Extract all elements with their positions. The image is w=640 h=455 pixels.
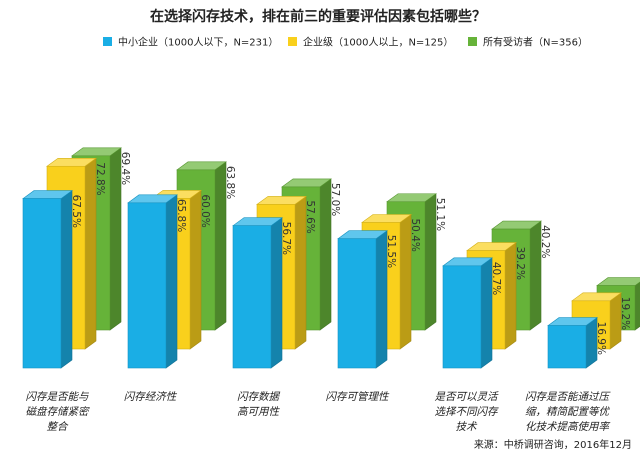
bar-top bbox=[596, 277, 640, 286]
value-label: 51.1% bbox=[434, 198, 446, 231]
value-label: 40.7% bbox=[490, 262, 502, 295]
legend-label: 中小企业（1000人以下，N=231） bbox=[118, 36, 278, 49]
value-label: 50.4% bbox=[409, 218, 421, 251]
value-label: 57.0% bbox=[329, 183, 341, 216]
category-label: 是否可以灵活选择不同闪存技术 bbox=[435, 391, 499, 433]
value-label: 65.8% bbox=[175, 199, 187, 232]
bar-0-5 bbox=[547, 316, 598, 369]
value-label: 39.2% bbox=[514, 247, 526, 280]
bar-side bbox=[634, 281, 640, 331]
category-labels: 闪存是否能与磁盘存储紧密整合 闪存经济性 闪存数据高可用性 闪存可管理性 是否可以灵活选… bbox=[26, 391, 612, 433]
value-label: 40.2% bbox=[539, 225, 551, 258]
category-label: 闪存数据高可用性 bbox=[237, 391, 280, 418]
value-label: 16.9% bbox=[595, 322, 607, 355]
bar-front bbox=[547, 325, 587, 369]
chart-title: 在选择闪存技术，排在前三的重要评估因素包括哪些？ bbox=[150, 8, 486, 25]
bar-front bbox=[442, 265, 482, 369]
bar-front bbox=[22, 198, 62, 369]
bars bbox=[22, 147, 640, 369]
value-label: 69.4% bbox=[119, 152, 131, 185]
category-label: 闪存是否能通过压缩，精简配置等优化技术提高使用率 bbox=[525, 391, 611, 433]
value-labels: 67.5% 72.8% 69.4% 65.8% 60.0% 63.8% 56.7% 57.6%… bbox=[70, 152, 631, 355]
value-label: 60.0% bbox=[199, 194, 211, 227]
value-label: 67.5% bbox=[70, 195, 82, 228]
bar-front bbox=[337, 238, 377, 369]
value-label: 63.8% bbox=[224, 166, 236, 199]
legend: 中小企业（1000人以下，N=231） 企业级（1000人以上，N=125） 所有受… bbox=[103, 36, 588, 49]
category-label: 闪存可管理性 bbox=[326, 391, 390, 403]
legend-swatch bbox=[103, 37, 112, 46]
source-note: 来源：中桥调研咨询，2016年12月 bbox=[474, 438, 632, 451]
value-label: 19.2% bbox=[619, 297, 631, 330]
bar-0-2 bbox=[232, 217, 283, 369]
bar-0-3 bbox=[337, 230, 388, 369]
category-label: 闪存经济性 bbox=[124, 391, 178, 403]
category-label: 闪存是否能与磁盘存储紧密整合 bbox=[26, 391, 90, 433]
bar-0-0 bbox=[22, 189, 73, 369]
bar-front bbox=[232, 225, 272, 369]
legend-label: 所有受访者（N=356） bbox=[483, 36, 588, 49]
value-label: 57.6% bbox=[304, 200, 316, 233]
bar-0-4 bbox=[442, 257, 493, 369]
legend-swatch bbox=[288, 37, 297, 46]
bar-0-1 bbox=[127, 194, 178, 369]
value-label: 72.8% bbox=[94, 162, 106, 195]
legend-swatch bbox=[468, 37, 477, 46]
value-label: 51.5% bbox=[385, 235, 397, 268]
value-label: 56.7% bbox=[280, 222, 292, 255]
legend-label: 企业级（1000人以上，N=125） bbox=[303, 36, 453, 49]
bar-front bbox=[127, 202, 167, 369]
